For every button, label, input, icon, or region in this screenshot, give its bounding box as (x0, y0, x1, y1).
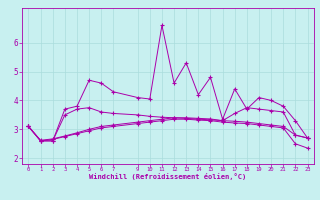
X-axis label: Windchill (Refroidissement éolien,°C): Windchill (Refroidissement éolien,°C) (89, 173, 247, 180)
